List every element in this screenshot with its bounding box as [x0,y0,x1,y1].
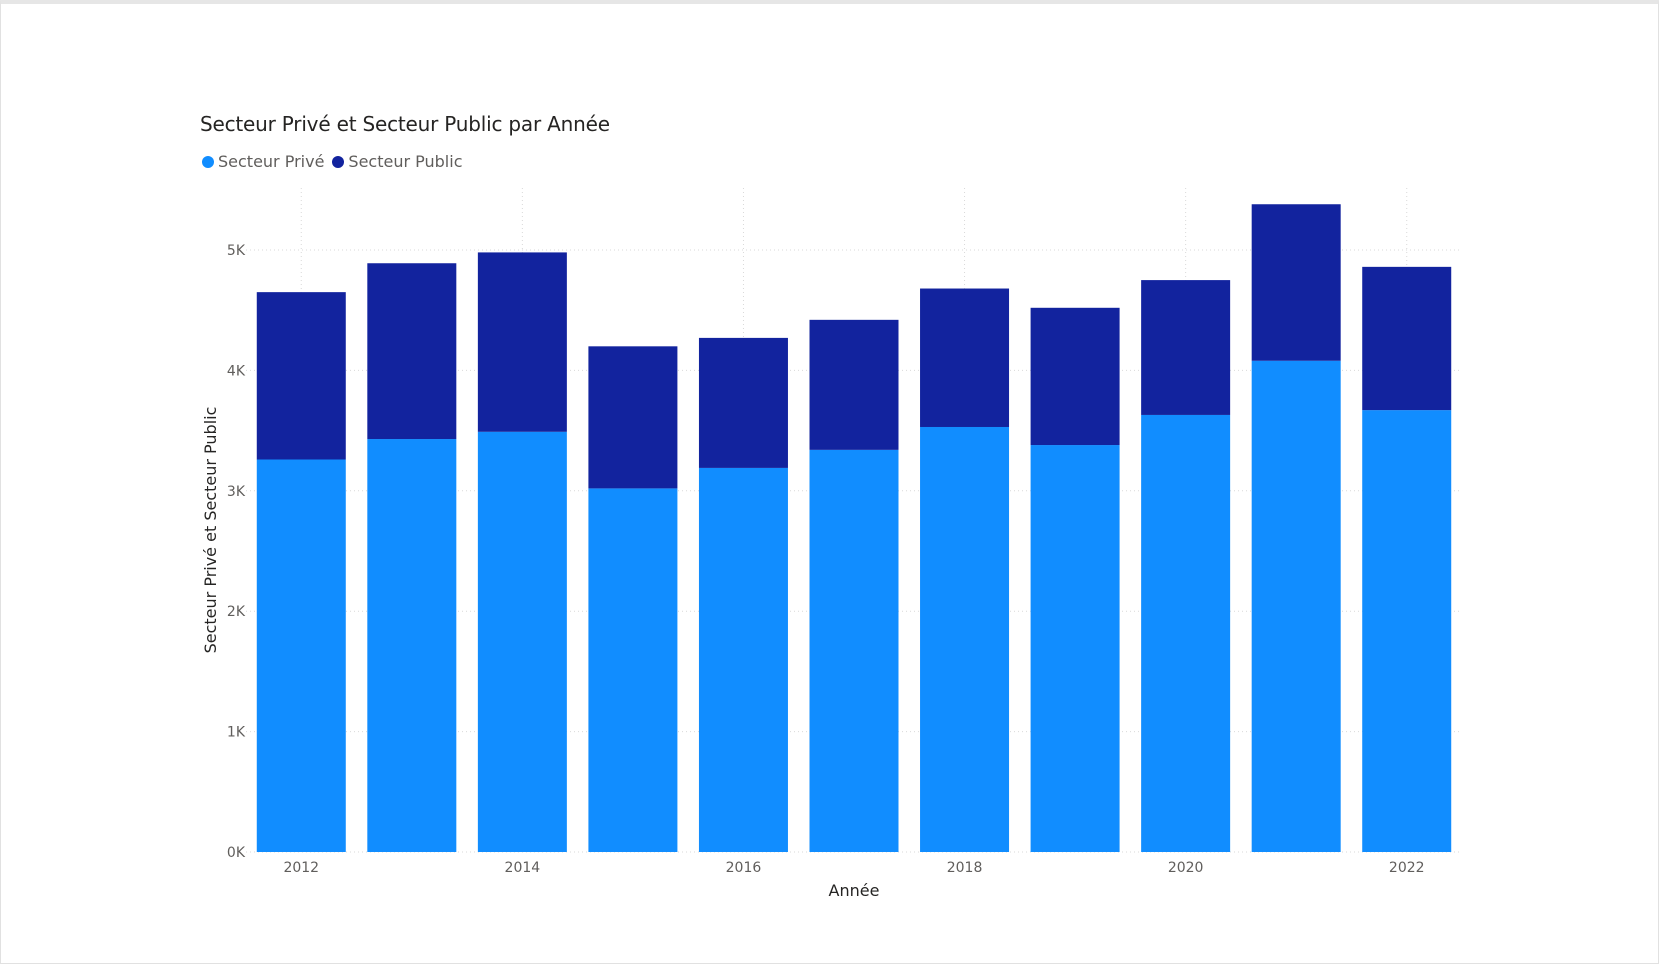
bar-segment-prive [920,426,1010,852]
bar-segment-public [1141,280,1231,415]
bar-segment-prive [698,467,788,852]
x-tick-label: 2022 [1389,860,1425,876]
chart-title: Secteur Privé et Secteur Public par Anné… [200,112,610,136]
legend-swatch-public [332,155,345,168]
legend-label-public: Secteur Public [348,152,463,171]
bar-segment-public [1251,204,1341,361]
bar-segment-public [1030,307,1120,446]
y-tick-label: 2K [227,604,246,620]
y-axis-title: Secteur Privé et Secteur Public [201,407,220,654]
bar-segment-prive [809,449,899,852]
x-tick-label: 2016 [726,860,762,876]
y-tick-label: 0K [227,845,246,861]
bar-segment-prive [1030,445,1120,852]
legend-swatch-prive [202,155,214,168]
bar-segment-prive [477,431,567,852]
bar-segment-prive [367,439,457,852]
legend-item-prive[interactable]: Secteur Privé [202,152,324,171]
bar-segment-prive [256,459,346,852]
bar-segment-prive [1141,414,1231,852]
y-tick-label: 5K [227,243,246,259]
x-tick-label: 2014 [505,860,541,876]
x-axis-title: Année [829,881,880,900]
bar-segment-public [588,346,678,489]
bar-segment-prive [1251,360,1341,852]
bar-segment-public [809,319,899,450]
y-tick-label: 4K [227,363,246,379]
legend-label-prive: Secteur Privé [218,152,325,171]
y-tick-label: 3K [227,484,246,500]
legend-item-public[interactable]: Secteur Public [332,152,463,171]
bar-segment-public [367,263,457,440]
bar-segment-public [920,288,1010,427]
x-tick-label: 2020 [1168,860,1204,876]
bar-segment-prive [1362,410,1452,852]
y-tick-label: 1K [227,725,246,741]
bar-segment-public [477,252,567,432]
x-tick-label: 2018 [947,860,983,876]
bar-segment-public [1362,266,1452,411]
x-tick-label: 2012 [283,860,319,876]
bar-segment-prive [588,488,678,852]
bar-segment-public [256,292,346,460]
legend: Secteur Privé Secteur Public [202,152,471,171]
bar-segment-public [698,337,788,468]
